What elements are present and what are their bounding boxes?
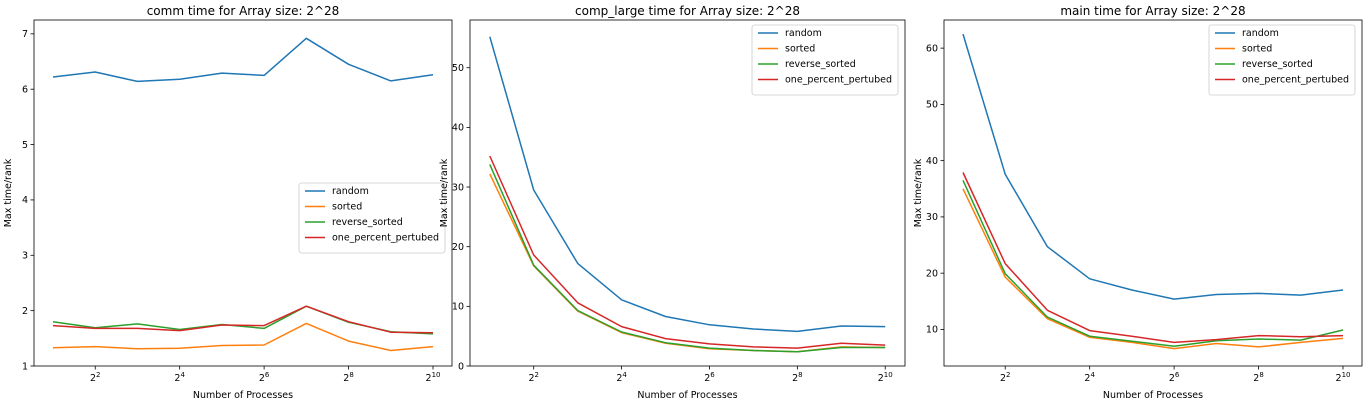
x-tick-label: 210: [1336, 371, 1351, 384]
y-tick-label: 30: [926, 212, 938, 223]
series-line-sorted: [52, 322, 434, 352]
x-tick-label: 26: [704, 371, 715, 384]
legend-box: [298, 182, 446, 254]
y-axis-label: Max time/rank: [3, 158, 14, 227]
legend-label: reverse_sorted: [332, 217, 403, 228]
y-tick-label: 7: [22, 29, 28, 40]
x-tick-label: 24: [616, 371, 627, 384]
y-tick-label: 40: [926, 156, 938, 167]
series-line-sorted: [962, 188, 1344, 350]
plot-frame: [469, 19, 906, 367]
x-tick-label: 28: [1253, 371, 1264, 384]
series-line-one-percent-pertubed: [52, 305, 434, 334]
x-tick-label: 24: [174, 371, 185, 384]
y-tick-label: 20: [452, 242, 464, 253]
legend-label: reverse_sorted: [1242, 59, 1313, 70]
series-line-reverse-sorted: [962, 179, 1344, 348]
y-tick-label: 50: [452, 63, 464, 74]
y-tick-label: 20: [926, 268, 938, 279]
x-tick-label: 28: [792, 371, 803, 384]
legend-label: random: [1242, 28, 1279, 39]
x-axis-label: Number of Processes: [193, 390, 293, 401]
legend-label: sorted: [1242, 44, 1272, 55]
x-axis-label: Number of Processes: [1103, 390, 1203, 401]
chart-title: comm time for Array size: 2^28: [147, 4, 340, 18]
legend-label: random: [332, 186, 369, 197]
chart-title: main time for Array size: 2^28: [1060, 4, 1245, 18]
x-tick-label: 26: [259, 371, 270, 384]
chart-title: comp_large time for Array size: 2^28: [575, 4, 800, 18]
y-tick-label: 2: [22, 306, 28, 317]
legend-label: random: [785, 28, 822, 39]
x-tick-label: 22: [1000, 371, 1011, 384]
x-tick-label: 26: [1169, 371, 1180, 384]
x-tick-label: 22: [90, 371, 101, 384]
y-tick-label: 3: [22, 251, 28, 262]
x-tick-label: 28: [343, 371, 354, 384]
series-line-random: [962, 33, 1344, 300]
chart-1: comm time for Array size: 2^28 1 2 3 4 5 6 7 22 2…: [3, 4, 453, 401]
y-axis-label: Max time/rank: [439, 158, 450, 227]
legend-label: one_percent_pertubed: [1242, 75, 1349, 86]
x-tick-label: 210: [878, 371, 893, 384]
y-tick-label: 4: [22, 195, 28, 206]
series-line-random: [489, 36, 886, 333]
series-line-reverse-sorted: [52, 305, 434, 335]
y-tick-label: 30: [452, 182, 464, 193]
x-axis-label: Number of Processes: [637, 390, 737, 401]
x-tick-label: 22: [528, 371, 539, 384]
series-line-reverse-sorted: [489, 164, 886, 353]
legend: random sorted reverse_sorted one_percent_pe…: [751, 24, 899, 96]
legend: random sorted reverse_sorted one_percent_pe…: [1208, 24, 1356, 96]
y-tick-label: 5: [22, 140, 28, 151]
legend-label: sorted: [332, 202, 362, 213]
series-line-random: [52, 37, 434, 83]
chart-3: main time for Array size: 2^28 10 20 30 40 50…: [913, 4, 1363, 401]
x-tick-label: 210: [426, 371, 441, 384]
y-tick-label: 0: [458, 361, 464, 372]
x-tick-label: 24: [1084, 371, 1095, 384]
series-line-one-percent-pertubed: [489, 155, 886, 349]
plot-frame: [943, 19, 1363, 367]
legend-box: [751, 24, 899, 96]
y-axis-label: Max time/rank: [913, 158, 924, 227]
legend-label: reverse_sorted: [785, 59, 856, 70]
y-tick-label: 50: [926, 100, 938, 111]
legend-label: one_percent_pertubed: [332, 233, 439, 244]
legend-label: one_percent_pertubed: [785, 75, 892, 86]
series-line-one-percent-pertubed: [962, 172, 1344, 344]
series-line-sorted: [489, 173, 886, 353]
legend-box: [1208, 24, 1356, 96]
y-tick-label: 10: [452, 302, 464, 313]
chart-2: comp_large time for Array size: 2^28 0 10 2…: [439, 4, 906, 401]
y-tick-label: 60: [926, 43, 938, 54]
y-tick-label: 40: [452, 123, 464, 134]
plot-frame: [33, 19, 453, 367]
y-tick-label: 6: [22, 85, 28, 96]
y-tick-label: 10: [926, 325, 938, 336]
legend-label: sorted: [785, 44, 815, 55]
legend: random sorted reverse_sorted one_percent_pe…: [298, 182, 446, 254]
y-tick-label: 1: [22, 361, 28, 372]
